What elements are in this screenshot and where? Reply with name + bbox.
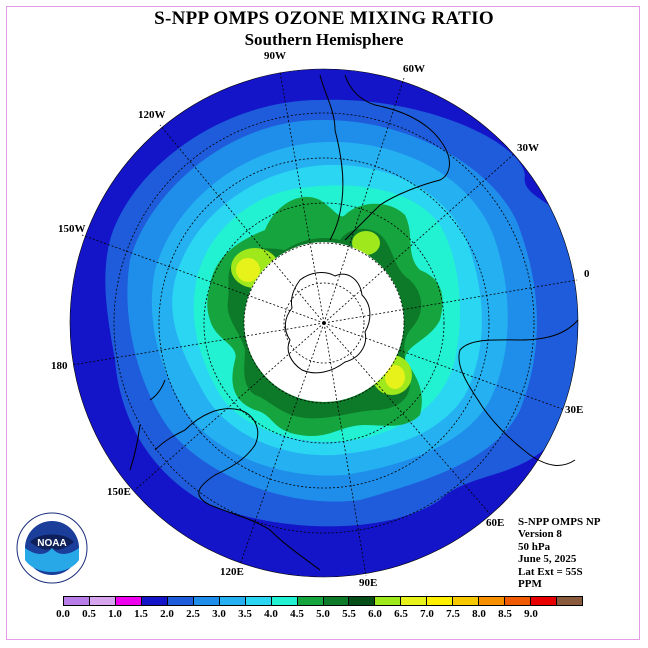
south-america-coast: [319, 74, 450, 241]
meridian-90e: [323, 322, 367, 577]
colorbar-cell: [141, 597, 168, 605]
lon-label-150e: 150E: [107, 486, 131, 498]
colorbar-cell: [323, 597, 350, 605]
info-level: 50 hPa: [518, 540, 551, 553]
colorbar-tick-label: 7.5: [446, 608, 460, 620]
meridian-150w: [81, 234, 325, 324]
lon-label-150w: 150W: [58, 223, 86, 235]
colorbar-tick-label: 7.0: [420, 608, 434, 620]
colorbar-cell: [375, 597, 402, 605]
lon-label-30e: 30E: [565, 404, 584, 416]
graticule: [71, 71, 578, 577]
meridian-180: [71, 322, 325, 366]
info-date: June 5, 2025: [518, 553, 577, 566]
info-units: PPM: [518, 578, 542, 591]
map-boundary: [69, 68, 579, 578]
noaa-logo: NOAA: [16, 512, 88, 584]
colorbar-cell: [479, 597, 506, 605]
contour-5p5-6p0-north: [352, 231, 380, 255]
latitude-circle-80s: [283, 282, 365, 364]
lon-label-0: 0: [584, 268, 590, 280]
colorbar-tick-label: 9.0: [524, 608, 538, 620]
lon-label-90e: 90E: [359, 577, 378, 589]
colorbar-tick-label: 2.0: [160, 608, 174, 620]
colorbar-cell: [193, 597, 220, 605]
antarctica-landmass: [284, 272, 371, 374]
colorbar-cell: [557, 597, 583, 605]
colorbar-cell: [167, 597, 194, 605]
lon-label-30w: 30W: [517, 142, 539, 154]
meridian-30e: [323, 322, 566, 411]
colorbar-cell: [89, 597, 116, 605]
colorbar-cell: [115, 597, 142, 605]
lon-label-60e: 60E: [486, 517, 505, 529]
colorbar-tick-label: 5.5: [342, 608, 356, 620]
contour-6p0-6p5-west: [236, 258, 260, 282]
noaa-logo-text: NOAA: [37, 538, 66, 549]
colorbar-tick-label: 0.0: [56, 608, 70, 620]
colorbar-tick-label: 3.0: [212, 608, 226, 620]
colorbar-tick-label: 4.5: [290, 608, 304, 620]
meridian-60w: [323, 77, 405, 324]
colorbar-cell: [349, 597, 376, 605]
colorbar-cell: [297, 597, 324, 605]
colorbar-tick-label: 6.0: [368, 608, 382, 620]
colorbar-cell: [219, 597, 246, 605]
meridian-90w: [279, 71, 325, 324]
colorbar-tick-label: 0.5: [82, 608, 96, 620]
info-lat-ext: Lat Ext = 55S: [518, 565, 583, 578]
lon-label-90w: 90W: [264, 50, 286, 62]
meridian-120w: [159, 124, 325, 324]
colorbar-cell: [531, 597, 558, 605]
latitude-circle-65s: [158, 157, 490, 489]
latitude-circle-70s: [203, 202, 445, 444]
colorbar-tick-label: 2.5: [186, 608, 200, 620]
plot-frame: [6, 6, 640, 640]
lon-label-120w: 120W: [138, 109, 166, 121]
colorbar-cell: [64, 597, 90, 605]
colorbar-cell: [453, 597, 480, 605]
colorbar-tick-label: 3.5: [238, 608, 252, 620]
lon-label-60w: 60W: [403, 63, 425, 75]
info-block: S-NPP OMPS NP Version 8 50 hPa June 5, 2…: [518, 516, 601, 590]
colorbar-cell: [245, 597, 272, 605]
colorbar-tick-label: 1.5: [134, 608, 148, 620]
colorbar-cell: [505, 597, 532, 605]
colorbar-tick-label: 1.0: [108, 608, 122, 620]
australia-coast: [154, 408, 321, 571]
map-subtitle: Southern Hemisphere: [244, 30, 404, 49]
colorbar-tick-label: 6.5: [394, 608, 408, 620]
colorbar: [63, 596, 583, 606]
colorbar-tick-label: 4.0: [264, 608, 278, 620]
south-pole-marker: [322, 321, 326, 325]
colorbar-ticks: 0.0 0.5 1.0 1.5 2.0 2.5 3.0 3.5 4.0 4.5 5.0 5.5 6.0 6…: [56, 608, 583, 622]
meridian-120e: [239, 322, 325, 566]
colorbar-cell: [427, 597, 454, 605]
info-version: Version 8: [518, 528, 562, 541]
meridian-0: [323, 279, 578, 324]
africa-coast: [458, 319, 579, 466]
map-title: S-NPP OMPS OZONE MIXING RATIO: [154, 8, 494, 29]
colorbar-cell: [401, 597, 428, 605]
colorbar-tick-label: 8.5: [498, 608, 512, 620]
colorbar-tick-label: 8.0: [472, 608, 486, 620]
contour-6p0-6p5-east: [385, 365, 405, 389]
info-instrument: S-NPP OMPS NP: [518, 516, 601, 528]
latitude-circle-75s: [243, 242, 405, 404]
new-zealand-coast: [129, 379, 166, 471]
colorbar-cell: [271, 597, 298, 605]
lon-label-180: 180: [51, 360, 68, 372]
colorbar-tick-label: 5.0: [316, 608, 330, 620]
latitude-circle-60s: [113, 112, 535, 534]
lon-label-120e: 120E: [220, 566, 244, 578]
